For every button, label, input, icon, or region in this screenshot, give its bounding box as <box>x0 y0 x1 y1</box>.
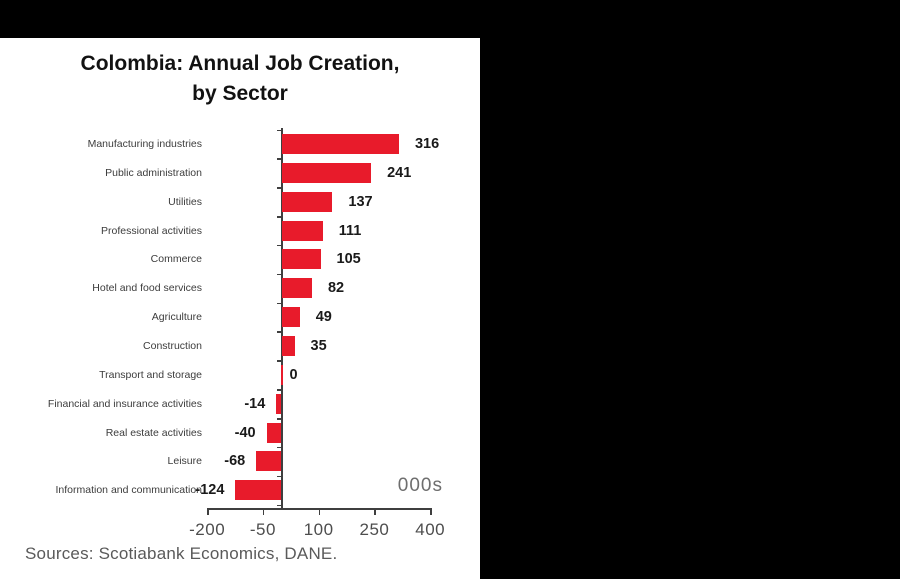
category-label: Public administration <box>105 166 202 179</box>
y-axis-tick <box>276 418 282 420</box>
top-black-bar <box>0 0 900 38</box>
x-tick-label: 400 <box>415 520 446 539</box>
y-axis-tick <box>276 446 282 449</box>
bar-value-label: 49 <box>315 309 332 326</box>
category-label: Financial and insurance activities <box>47 397 202 410</box>
bar-value-label: 35 <box>310 337 327 354</box>
category-label: Construction <box>143 339 202 352</box>
y-axis-tick <box>276 475 282 478</box>
x-tick-label: 100 <box>303 520 334 539</box>
x-tick-label: -50 <box>249 520 276 539</box>
bar-value-label: -14 <box>244 395 266 412</box>
x-axis-tick <box>262 508 265 515</box>
bar-value-label: 241 <box>387 164 412 181</box>
bar <box>281 134 399 154</box>
plot-area: Manufacturing industries 316 Public admini… <box>0 38 480 579</box>
x-axis-tick <box>430 508 432 515</box>
x-axis-tick <box>374 508 376 515</box>
right-black-area <box>480 38 900 579</box>
chart-panel: Colombia: Annual Job Creation, by Sector… <box>0 38 480 579</box>
y-axis-tick <box>276 158 282 160</box>
bar <box>281 162 372 183</box>
y-axis-tick <box>276 244 282 247</box>
category-label: Utilities <box>168 195 202 208</box>
category-label: Agriculture <box>151 311 202 324</box>
chart-title: Colombia: Annual Job Creation, by Sector <box>0 49 480 109</box>
bar <box>276 393 282 414</box>
bar <box>281 278 312 299</box>
unit-label: 000s <box>397 475 443 496</box>
bar <box>281 220 323 241</box>
bar <box>235 480 282 501</box>
bar <box>280 364 283 385</box>
x-axis-tick <box>318 508 321 515</box>
category-label: Transport and storage <box>99 368 202 381</box>
y-axis-tick <box>276 273 282 276</box>
bar <box>281 191 333 212</box>
bar-value-label: 316 <box>414 136 440 152</box>
bar-value-label: 0 <box>289 366 298 383</box>
y-axis-tick <box>276 389 282 391</box>
y-axis-tick <box>276 302 282 305</box>
bar <box>256 451 282 472</box>
y-axis-tick <box>276 504 282 507</box>
bar-value-label: 105 <box>336 251 361 268</box>
category-label: Hotel and food services <box>92 282 202 295</box>
category-label: Leisure <box>167 455 202 468</box>
bar-value-label: -124 <box>195 482 225 499</box>
chart-title-line1: Colombia: Annual Job Creation, <box>80 52 400 75</box>
y-axis-tick <box>276 331 282 333</box>
y-axis-tick <box>276 360 282 362</box>
bar <box>266 422 282 443</box>
category-label: Professional activities <box>101 224 202 237</box>
x-tick-label: 250 <box>359 520 390 539</box>
bar-value-label: 82 <box>327 280 345 297</box>
x-axis-tick <box>207 508 209 515</box>
category-label: Information and communication <box>55 484 203 497</box>
bar <box>281 307 300 328</box>
bar-value-label: -40 <box>234 424 256 441</box>
bar <box>281 249 321 270</box>
bar-value-label: 111 <box>338 222 362 239</box>
bar-value-label: -68 <box>224 453 246 470</box>
category-label: Manufacturing industries <box>87 138 202 150</box>
y-axis-tick <box>276 187 282 189</box>
y-axis-tick <box>276 216 282 218</box>
bar-value-label: 137 <box>348 193 373 210</box>
bar <box>281 335 295 356</box>
chart-title-line2: by Sector <box>192 82 288 105</box>
x-tick-label: -200 <box>189 520 226 539</box>
category-label: Real estate activities <box>105 426 202 439</box>
y-axis-tick <box>276 129 282 131</box>
source-note: Sources: Scotiabank Economics, DANE. <box>25 544 338 563</box>
category-label: Commerce <box>150 253 202 266</box>
